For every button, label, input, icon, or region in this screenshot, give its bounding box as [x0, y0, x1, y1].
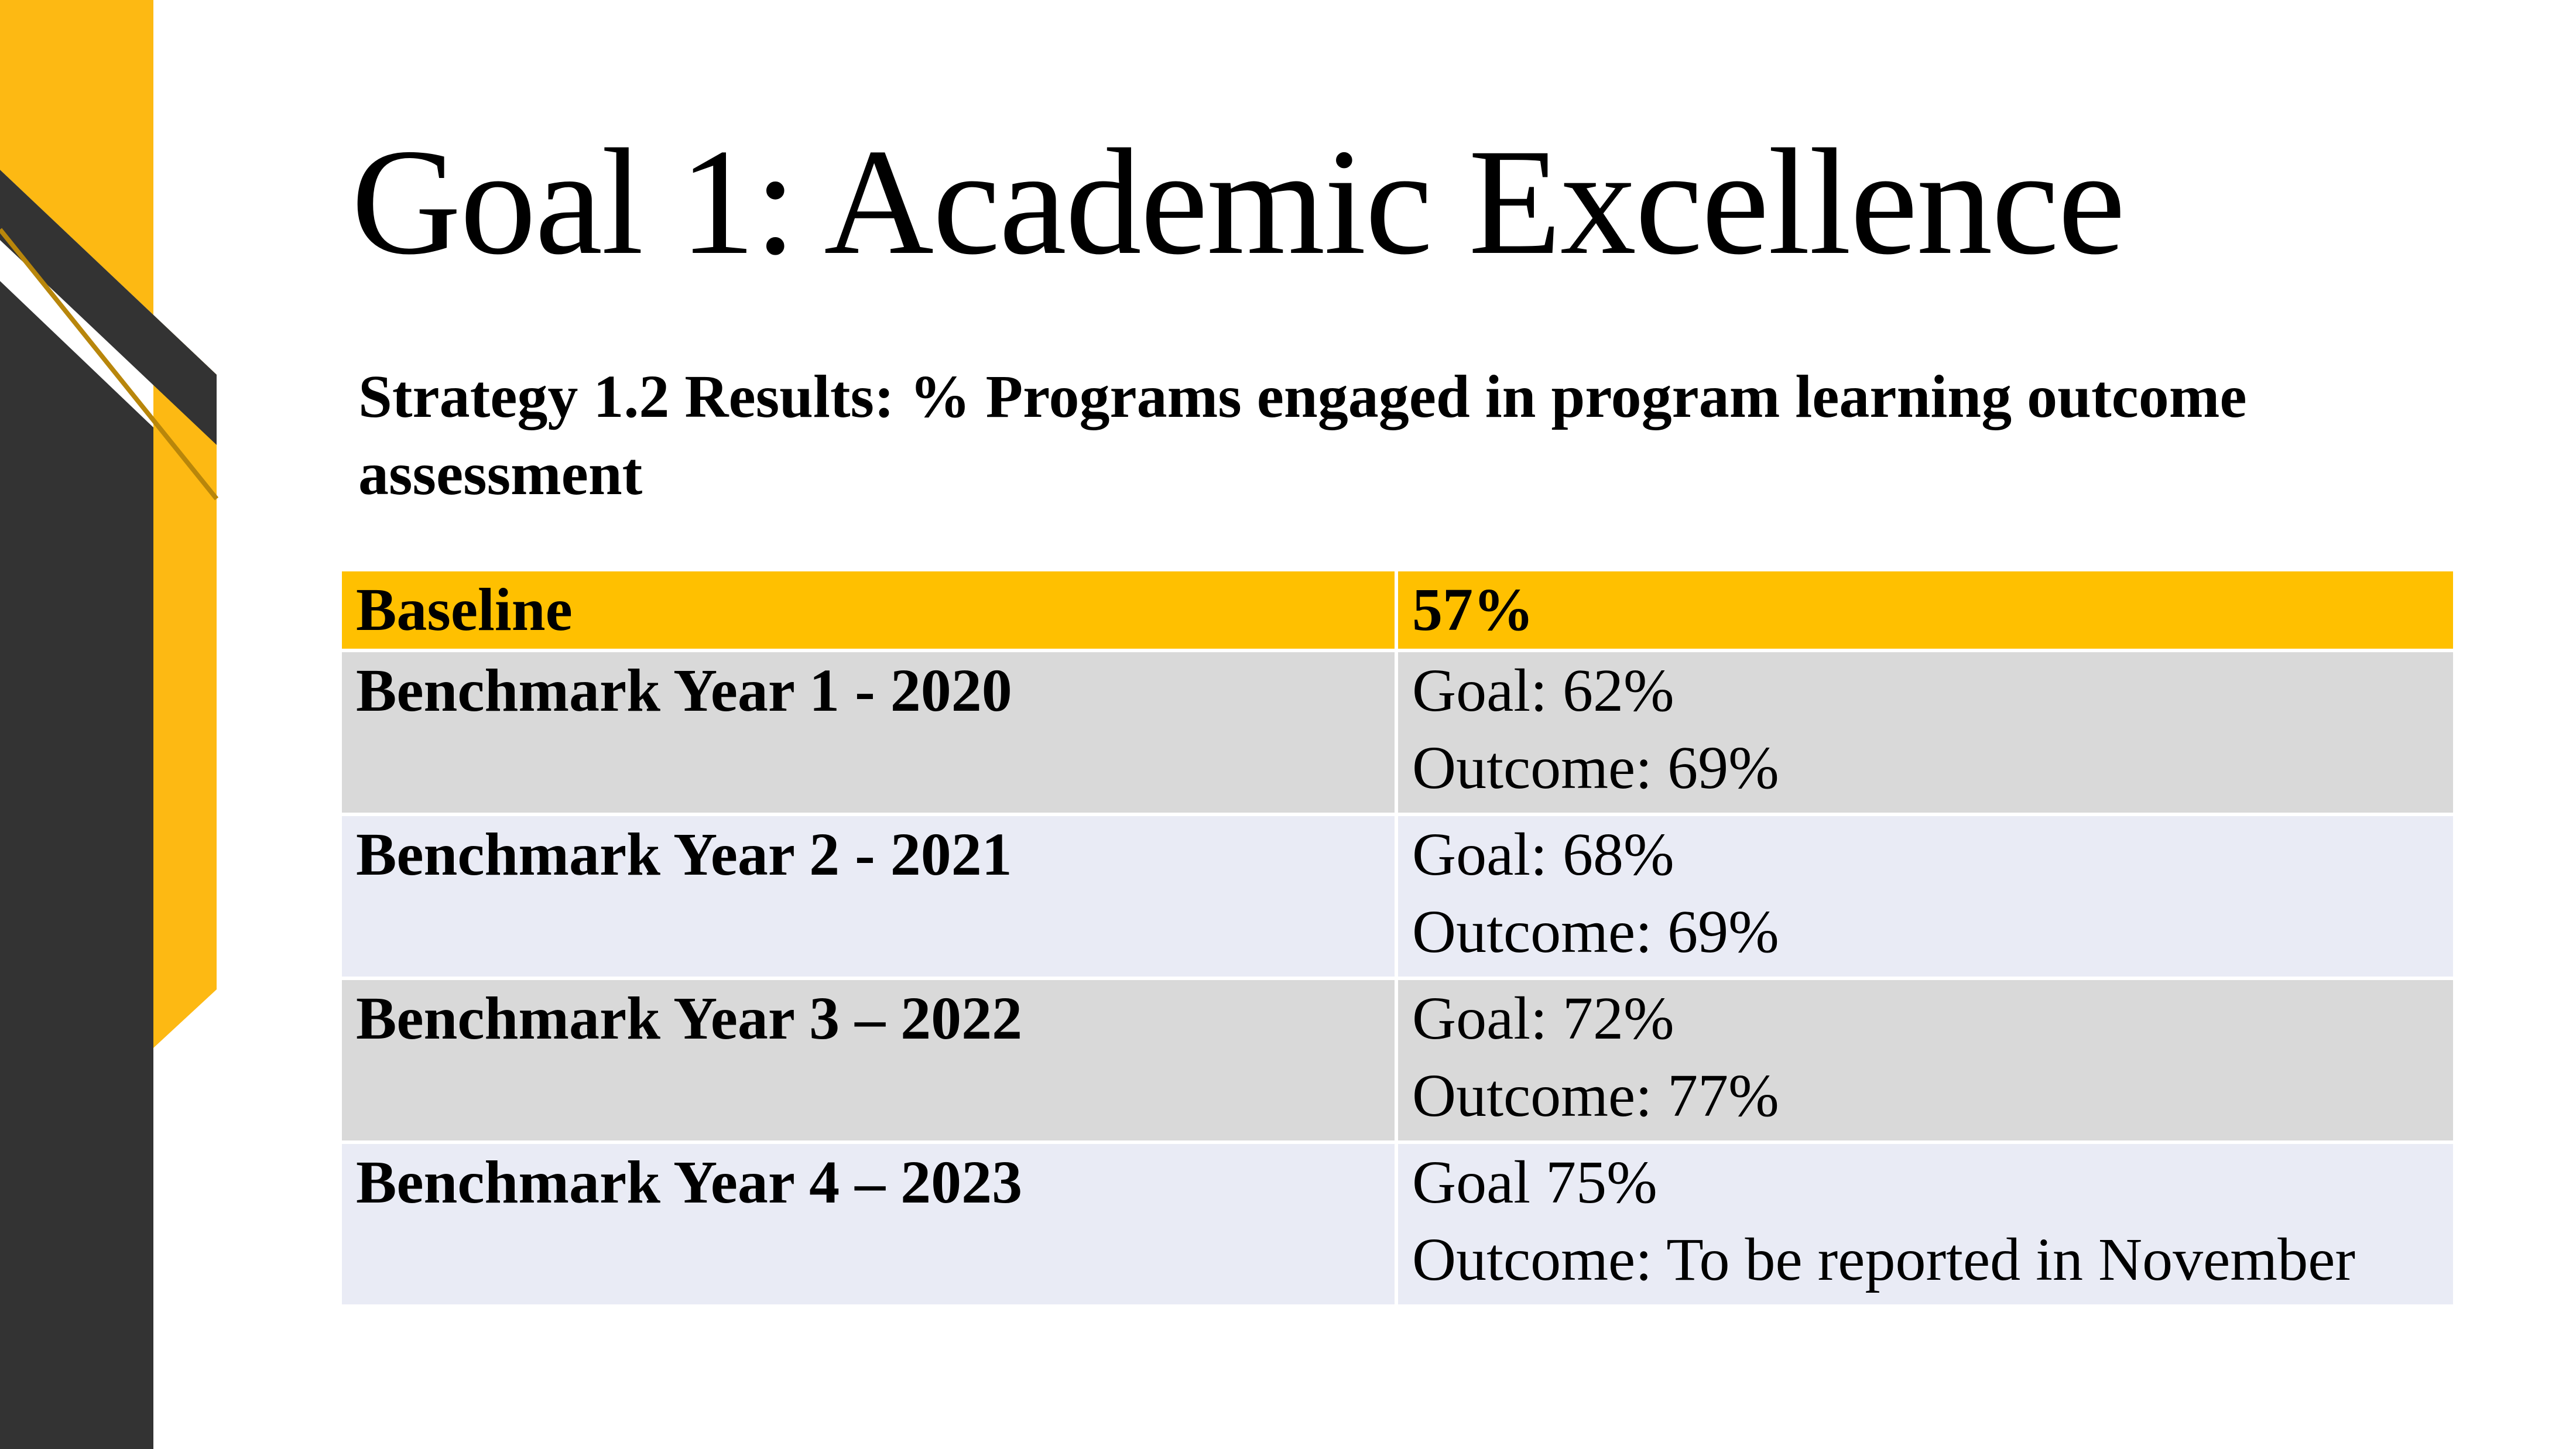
benchmark-value-cell: Goal: 72% Outcome: 77% [1395, 977, 2457, 1144]
slide-subtitle: Strategy 1.2 Results: % Programs engaged… [358, 363, 2247, 508]
benchmark-label-cell: Benchmark Year 4 – 2023 [338, 1140, 1398, 1308]
baseline-value-cell: 57% [1395, 568, 2457, 652]
goal-text: Goal: 72% [1412, 985, 1674, 1052]
table-header-row: Baseline 57% [338, 568, 2457, 652]
goal-text: Goal: 68% [1412, 821, 1674, 888]
benchmark-value-cell: Goal: 62% Outcome: 69% [1395, 649, 2457, 816]
dark-vertical-bar-shape [0, 281, 153, 1449]
benchmark-table: Baseline 57% Benchmark Year 1 - 2020 Goa… [338, 568, 2457, 1308]
yellow-bar-shape [0, 0, 217, 1048]
benchmark-label-cell: Benchmark Year 2 - 2021 [338, 813, 1398, 980]
dark-diagonal-shape [0, 170, 217, 445]
outcome-text: Outcome: 77% [1412, 1062, 1779, 1129]
benchmark-label-cell: Benchmark Year 1 - 2020 [338, 649, 1398, 816]
slide-title: Goal 1: Academic Excellence [351, 118, 2125, 286]
outcome-text: Outcome: 69% [1412, 734, 1779, 801]
benchmark-value-cell: Goal 75% Outcome: To be reported in Nove… [1395, 1140, 2457, 1308]
table-row: Benchmark Year 1 - 2020 Goal: 62% Outcom… [338, 649, 2457, 816]
benchmark-value-cell: Goal: 68% Outcome: 69% [1395, 813, 2457, 980]
table-row: Benchmark Year 2 - 2021 Goal: 68% Outcom… [338, 813, 2457, 980]
goal-text: Goal: 62% [1412, 657, 1674, 724]
outcome-text: Outcome: 69% [1412, 898, 1779, 965]
decorative-side-bars [0, 0, 219, 1449]
benchmark-label-cell: Benchmark Year 3 – 2022 [338, 977, 1398, 1144]
baseline-label-cell: Baseline [338, 568, 1398, 652]
gold-stripe-line [0, 228, 219, 501]
table-row: Benchmark Year 4 – 2023 Goal 75% Outcome… [338, 1140, 2457, 1308]
goal-text: Goal 75% [1412, 1149, 1657, 1216]
table-row: Benchmark Year 3 – 2022 Goal: 72% Outcom… [338, 977, 2457, 1144]
outcome-text: Outcome: To be reported in November [1412, 1226, 2355, 1293]
